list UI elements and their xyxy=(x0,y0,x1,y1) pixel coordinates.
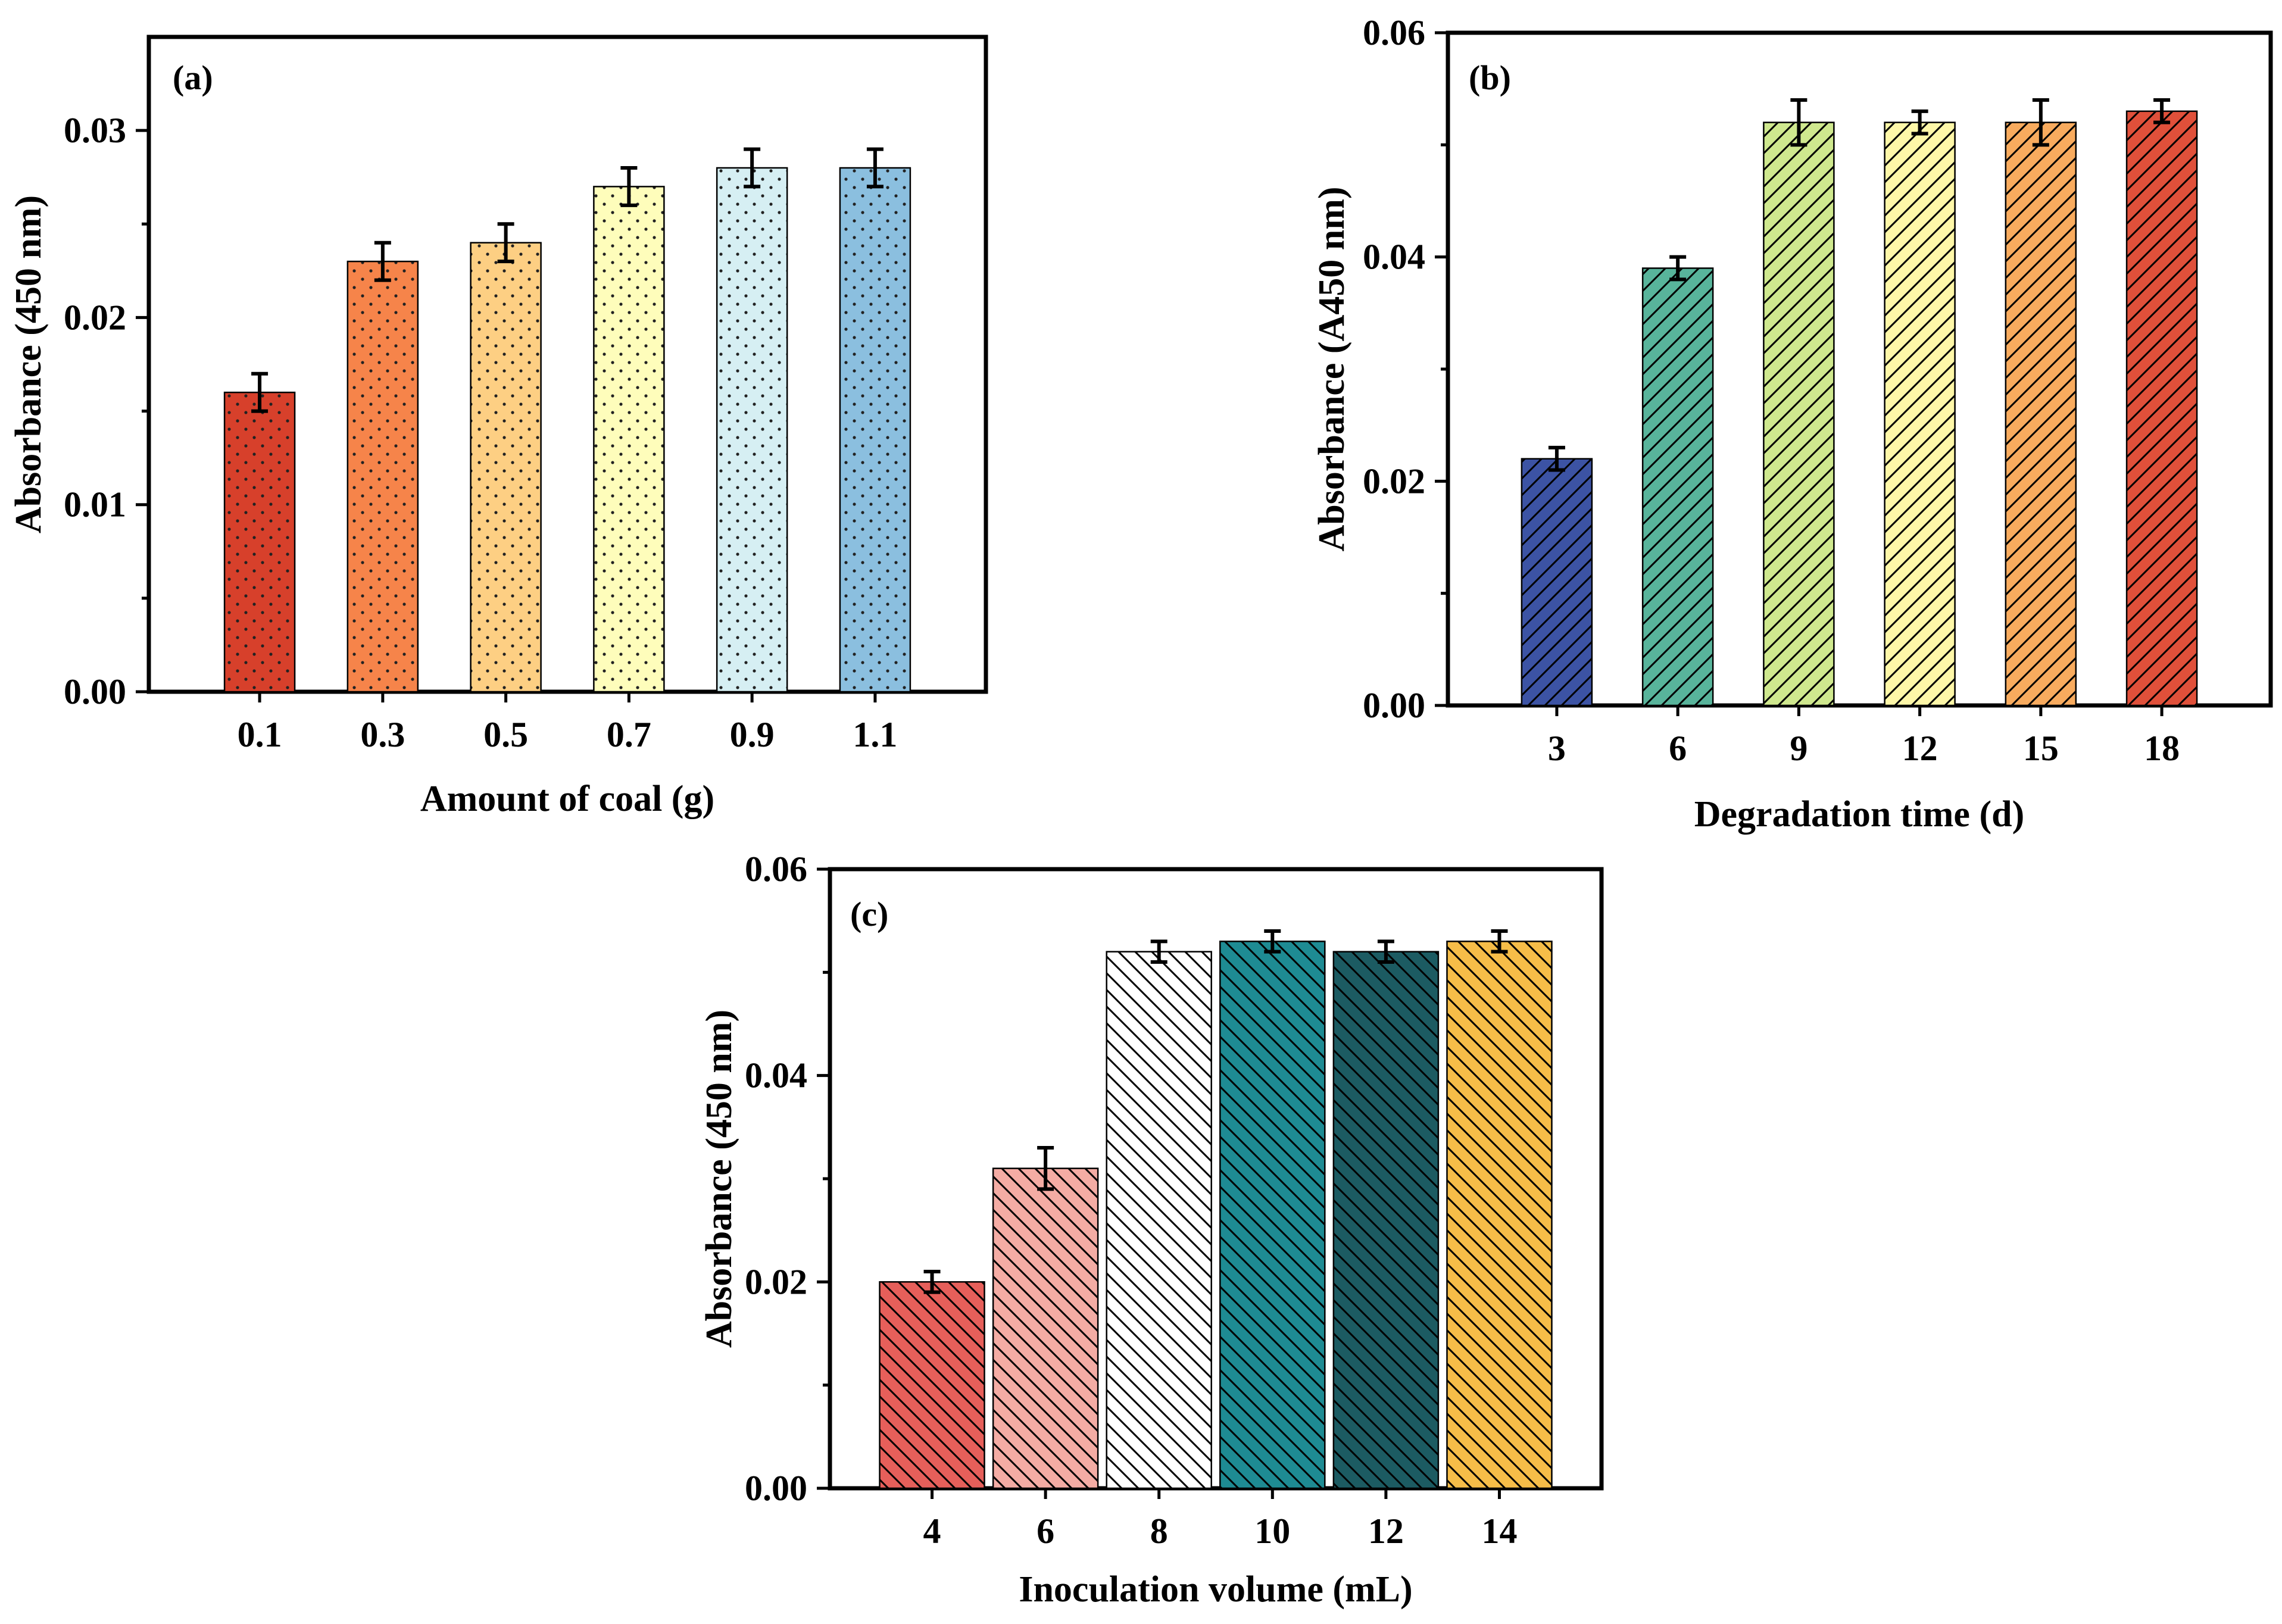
chart-b-ticks: 3 6 9 12 15 18 0.00 0.02 0.04 0.06 xyxy=(1363,13,2180,768)
chart-c-y-tick-label-3: 0.06 xyxy=(745,850,807,889)
chart-c-bar-1 xyxy=(992,1167,1099,1489)
chart-b-bars xyxy=(1521,98,2198,707)
chart-c-y-tick-label-0: 0.00 xyxy=(745,1469,807,1508)
chart-c-error-bar-2 xyxy=(1150,939,1167,964)
chart-c-ticks: 4 6 8 10 12 14 0.00 0.02 0.04 0.06 xyxy=(745,850,1517,1551)
chart-b-bar-1 xyxy=(1641,267,1714,707)
chart-a-bar-2 xyxy=(470,242,542,693)
chart-a-error-bar-3 xyxy=(620,166,638,207)
chart-c-bar-0 xyxy=(879,1281,985,1489)
chart-a-error-bar-5 xyxy=(866,147,884,189)
chart-b-x-tick-label-4: 15 xyxy=(2023,729,2059,768)
chart-a-x-tick-label-0: 0.1 xyxy=(238,715,282,754)
chart-b-error-bar-0 xyxy=(1548,445,1565,472)
chart-c-bar-3 xyxy=(1219,941,1326,1489)
chart-c-error-bar-3 xyxy=(1264,929,1281,954)
chart-b-y-tick-label-1: 0.02 xyxy=(1363,461,1425,501)
chart-c-x-tick-label-4: 12 xyxy=(1368,1511,1404,1551)
chart-c-panel-label: (c) xyxy=(850,895,888,933)
chart-a-x-axis-title: Amount of coal (g) xyxy=(420,779,714,819)
chart-c-bars xyxy=(879,929,1553,1489)
chart-c-bar-2 xyxy=(1106,951,1212,1489)
chart-a-x-tick-label-4: 0.9 xyxy=(730,715,775,754)
chart-b: 3 6 9 12 15 18 0.00 0.02 0.04 0.06 (b) Degradatio… xyxy=(1312,13,2273,835)
chart-b-y-tick-label-3: 0.06 xyxy=(1363,13,1425,52)
chart-c-y-tick-label-1: 0.02 xyxy=(745,1262,807,1301)
chart-a-error-bar-2 xyxy=(497,222,514,264)
chart-c-error-bar-1 xyxy=(1037,1146,1054,1191)
chart-c-bar-5 xyxy=(1446,941,1553,1489)
chart-a-x-tick-label-1: 0.3 xyxy=(360,715,405,754)
chart-a-y-tick-label-0: 0.00 xyxy=(64,672,126,711)
chart-a-frame xyxy=(146,35,988,694)
chart-a-bars xyxy=(223,147,911,693)
chart-c-x-tick-label-5: 14 xyxy=(1481,1511,1517,1551)
chart-a-x-tick-label-2: 0.5 xyxy=(483,715,528,754)
chart-b-bar-3 xyxy=(1884,121,1956,707)
chart-b-x-tick-label-5: 18 xyxy=(2144,729,2180,768)
chart-c-x-tick-label-1: 6 xyxy=(1037,1511,1054,1551)
chart-c-y-axis-title: Absorbance (450 nm) xyxy=(699,1010,739,1348)
chart-c-y-tick-label-2: 0.04 xyxy=(745,1056,807,1095)
chart-b-bar-0 xyxy=(1521,458,1593,707)
chart-b-y-axis-title: Absorbance (A450 nm) xyxy=(1312,186,1352,551)
chart-c-error-bar-0 xyxy=(923,1270,941,1294)
chart-b-x-tick-label-1: 6 xyxy=(1669,729,1687,768)
chart-c-bar-4 xyxy=(1332,951,1440,1489)
chart-c: 4 6 8 10 12 14 0.00 0.02 0.04 0.06 (c) Inoculatio… xyxy=(699,850,1604,1610)
chart-b-panel-label: (b) xyxy=(1469,58,1511,97)
chart-b-error-bar-4 xyxy=(2032,98,2049,147)
chart-a-bar-5 xyxy=(839,167,911,693)
chart-a-error-bar-1 xyxy=(374,241,391,282)
chart-a-bar-3 xyxy=(593,186,665,693)
chart-a-error-bar-4 xyxy=(744,147,761,189)
chart-a-y-tick-label-3: 0.03 xyxy=(64,111,126,150)
chart-b-x-axis-title: Degradation time (d) xyxy=(1694,794,2024,835)
chart-b-y-tick-label-0: 0.00 xyxy=(1363,686,1425,725)
chart-a: 0.1 0.3 0.5 0.7 0.9 1.1 0.00 0.01 0.02 0.03 (a) A… xyxy=(8,35,988,819)
chart-a-ticks: 0.1 0.3 0.5 0.7 0.9 1.1 0.00 0.01 0.02 0.03 xyxy=(64,111,897,754)
chart-a-y-axis-title: Absorbance (450 nm) xyxy=(8,195,49,533)
chart-a-panel-label: (a) xyxy=(173,58,213,97)
chart-a-x-tick-label-5: 1.1 xyxy=(853,715,897,754)
chart-c-error-bar-5 xyxy=(1491,929,1508,954)
chart-a-bar-4 xyxy=(716,167,788,693)
chart-c-x-tick-label-0: 4 xyxy=(923,1511,941,1551)
chart-b-y-tick-label-2: 0.04 xyxy=(1363,238,1425,277)
chart-b-error-bar-3 xyxy=(1911,109,1928,136)
chart-a-bar-1 xyxy=(346,260,419,693)
chart-a-y-tick-label-1: 0.01 xyxy=(64,485,126,524)
chart-b-bar-2 xyxy=(1763,121,1835,707)
chart-c-x-axis-title: Inoculation volume (mL) xyxy=(1019,1569,1412,1610)
chart-b-error-bar-5 xyxy=(2153,98,2171,124)
chart-c-x-tick-label-2: 8 xyxy=(1150,1511,1168,1551)
chart-c-x-tick-label-3: 10 xyxy=(1254,1511,1290,1551)
chart-b-x-tick-label-0: 3 xyxy=(1548,729,1566,768)
chart-a-bar-0 xyxy=(223,391,296,693)
chart-b-bar-5 xyxy=(2125,110,2198,707)
chart-a-error-bar-0 xyxy=(251,371,269,413)
chart-b-x-tick-label-3: 12 xyxy=(1902,729,1938,768)
chart-a-y-tick-label-2: 0.02 xyxy=(64,298,126,337)
chart-b-bar-4 xyxy=(2005,121,2077,707)
chart-c-error-bar-4 xyxy=(1377,939,1394,964)
chart-a-x-tick-label-3: 0.7 xyxy=(607,715,651,754)
chart-b-error-bar-1 xyxy=(1669,255,1687,282)
chart-b-error-bar-2 xyxy=(1790,98,1808,147)
chart-b-x-tick-label-2: 9 xyxy=(1790,729,1808,768)
